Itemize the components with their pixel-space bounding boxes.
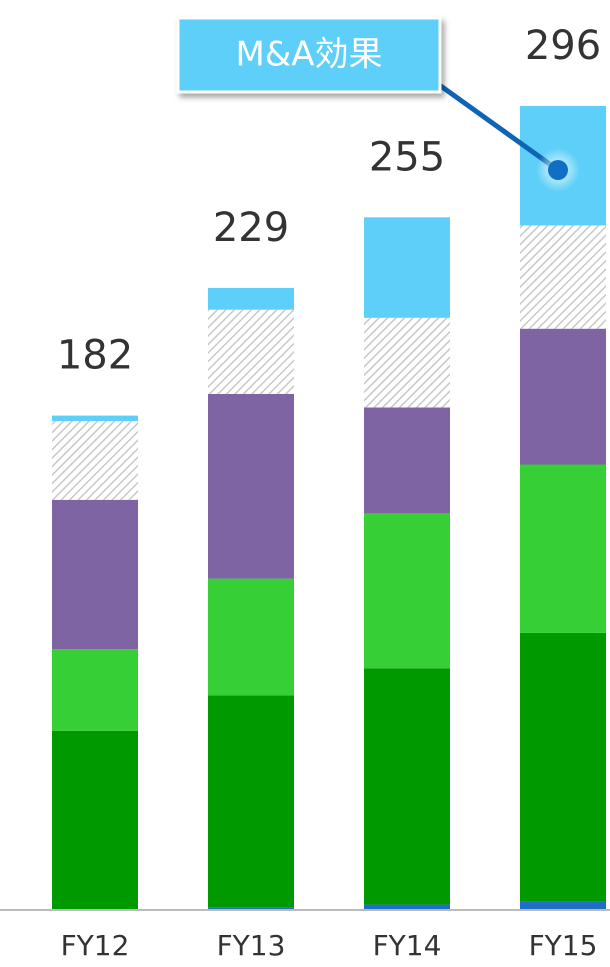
bar-segment [364,904,450,910]
bar-segment [364,407,450,514]
x-tick-label: FY15 [529,929,598,962]
bar-segment [208,907,294,910]
total-label: 182 [57,333,133,379]
bar-segment [364,217,450,318]
bar-segment [520,901,606,910]
bar-segment [208,309,294,394]
x-tick-label: FY12 [61,929,130,962]
callout-dot [548,160,568,180]
total-label: 296 [525,23,601,69]
bar-segment [208,695,294,908]
total-label: 229 [213,205,289,251]
x-tick-label: FY14 [373,929,442,962]
bar-segment [208,287,294,310]
bar-segment [364,668,450,905]
bar-segment [52,730,138,910]
bar-segment [52,499,138,650]
bar-segment [208,578,294,696]
bar-segment [520,328,606,465]
bar-segment [364,317,450,408]
bar-segment [208,393,294,579]
annotation: M&A効果 [235,35,382,75]
bar-segment [364,513,450,669]
callout-line [436,81,560,173]
bar-segment [520,225,606,329]
bar-segment [52,421,138,500]
bar-segment [52,649,138,731]
bar-segment [520,632,606,902]
total-label: 255 [369,134,445,180]
bar-segment [52,415,138,422]
x-tick-label: FY13 [217,929,286,962]
bar-segment [520,464,606,633]
bars [52,105,606,910]
annotation-box [176,16,442,94]
